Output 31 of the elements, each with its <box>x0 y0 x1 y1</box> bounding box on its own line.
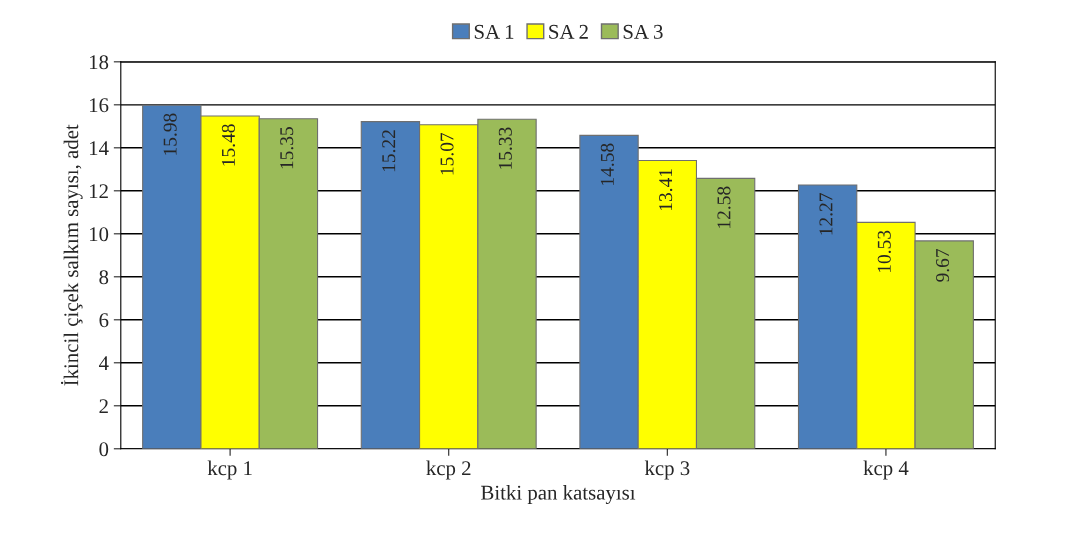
y-tick-label: 10 <box>89 227 109 242</box>
x-axis-title: Bitki pan katsayısı <box>481 485 636 504</box>
data-label: 10.53 <box>877 230 891 272</box>
y-tick-label: 0 <box>99 442 109 457</box>
data-label: 12.27 <box>819 193 833 235</box>
x-tick-label: kcp 4 <box>863 460 909 480</box>
y-tick-label: 14 <box>89 141 109 156</box>
data-label: 15.35 <box>280 127 294 169</box>
data-label: 14.58 <box>600 143 614 185</box>
y-tick-label: 2 <box>99 399 108 414</box>
y-tick-label: 18 <box>89 55 109 70</box>
data-label: 12.58 <box>717 186 731 228</box>
legend-label: SA 2 <box>549 24 588 39</box>
data-label: 15.98 <box>163 113 177 155</box>
y-tick-label: 4 <box>98 356 109 371</box>
y-tick-label: 8 <box>99 270 109 285</box>
y-axis-title: İkincil çiçek salkım sayısı, adet <box>60 124 83 386</box>
legend-label: SA 3 <box>623 24 663 39</box>
data-label: 15.33 <box>498 127 512 169</box>
y-tick-label: 12 <box>89 184 108 199</box>
x-tick-label: kcp 3 <box>644 460 690 480</box>
data-label: 9.67 <box>936 248 950 282</box>
y-tick-label: 16 <box>89 98 109 113</box>
x-tick-label: kcp 2 <box>426 460 471 480</box>
legend-label: SA 1 <box>474 24 514 39</box>
data-label: 15.48 <box>221 124 236 166</box>
y-tick-label: 6 <box>99 313 109 328</box>
data-label: 13.41 <box>659 169 673 211</box>
data-label: 15.07 <box>440 132 454 175</box>
x-tick-label: kcp 1 <box>207 460 252 480</box>
data-label: 15.22 <box>382 130 396 172</box>
